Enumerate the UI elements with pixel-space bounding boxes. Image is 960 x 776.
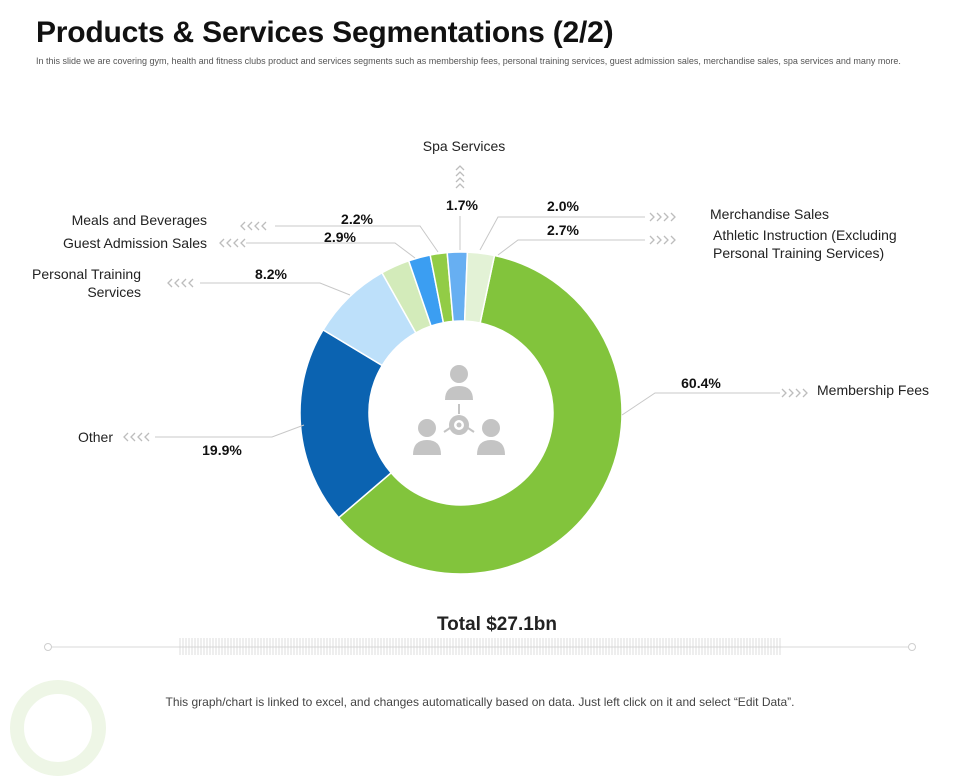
footnote: This graph/chart is linked to excel, and… (165, 695, 795, 709)
chevron-arrow-icon (167, 278, 194, 288)
chevron-arrow-icon (240, 221, 267, 231)
donut-segments (299, 251, 623, 575)
leader-line-meals (275, 225, 439, 253)
chevron-arrow-icon (649, 212, 676, 222)
chevron-arrow-icons (123, 165, 808, 442)
pct-label-personal-training: 8.2% (255, 266, 287, 282)
pct-label-spa: 1.7% (446, 197, 478, 213)
chevron-arrow-icon (649, 235, 676, 245)
label-spa: Spa Services (423, 138, 505, 154)
label-athletic-2: Personal Training Services) (713, 245, 884, 261)
leader-line-athletic (497, 239, 645, 256)
leader-line-merchandise (479, 216, 645, 251)
pct-label-merchandise: 2.0% (547, 198, 579, 214)
pct-label-meals: 2.2% (341, 211, 373, 227)
label-guest-admission: Guest Admission Sales (63, 235, 207, 251)
chevron-arrow-icon (455, 165, 465, 189)
label-personal-training-1: Personal Training (32, 266, 141, 282)
donut-segment-athletic-instruction-excluding-personal-training-services[interactable] (463, 251, 496, 324)
total-divider (44, 638, 916, 655)
leader-line-membership (621, 392, 780, 416)
label-meals: Meals and Beverages (72, 212, 207, 228)
chevron-arrow-icon (219, 238, 246, 248)
page-subtitle: In this slide we are covering gym, healt… (36, 56, 901, 66)
page-title: Products & Services Segmentations (2/2) (36, 16, 614, 49)
pct-label-membership: 60.4% (681, 375, 721, 391)
total-value: Total $27.1bn (436, 614, 557, 635)
label-membership: Membership Fees (817, 382, 929, 398)
donut-chart[interactable]: Spa Services Meals and Beverages Guest A… (0, 0, 960, 720)
leader-line-personal-training (200, 282, 351, 296)
label-merchandise: Merchandise Sales (710, 206, 829, 222)
people-network-icon (413, 365, 505, 455)
leader-lines (155, 216, 780, 438)
donut-segment-other[interactable] (299, 328, 393, 519)
chevron-arrow-icon (781, 388, 808, 398)
label-other: Other (78, 429, 113, 445)
label-athletic-1: Athletic Instruction (Excluding (713, 227, 897, 243)
donut-segment-membership-fees[interactable] (337, 254, 623, 575)
label-personal-training-2: Services (87, 284, 141, 300)
pct-label-athletic: 2.7% (547, 222, 579, 238)
pct-label-other: 19.9% (202, 442, 242, 458)
leader-line-other (155, 424, 305, 438)
chevron-arrow-icon (123, 432, 150, 442)
leader-line-guest-admission (246, 242, 416, 259)
pct-label-guest-admission: 2.9% (324, 229, 356, 245)
